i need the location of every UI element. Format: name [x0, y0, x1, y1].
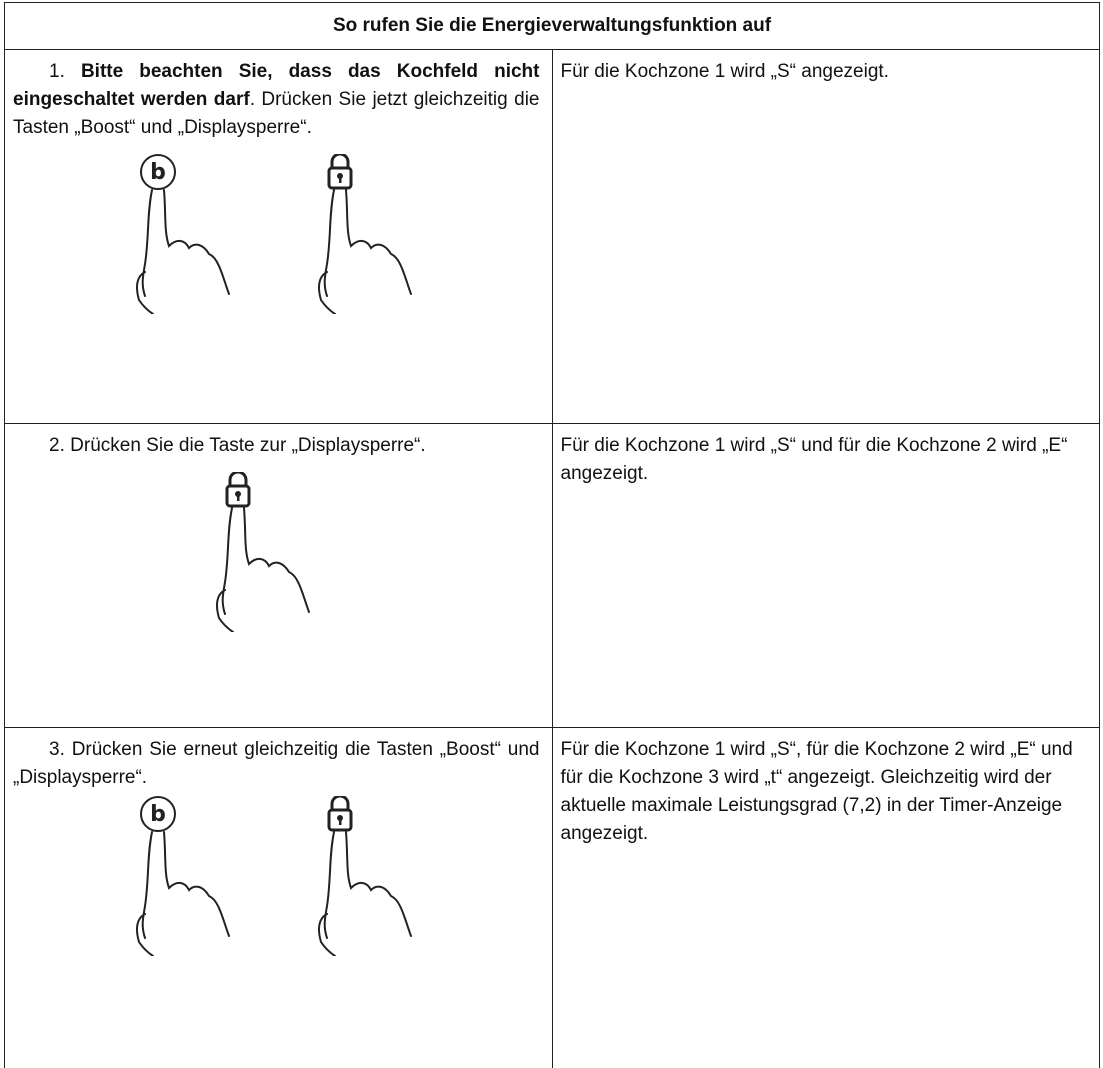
lock-icon [203, 472, 333, 632]
step-cell: 3. Drücken Sie erneut gleichzeitig die T… [4, 727, 553, 1068]
step-number: 2. [49, 435, 65, 456]
step-text: Drücken Sie die Taste zur „Displaysperre… [70, 435, 426, 456]
boost-icon [123, 154, 253, 314]
step-cell: 1. Bitte beachten Sie, dass das Kochfeld… [4, 49, 553, 424]
step-number: 1. [49, 61, 65, 82]
step-text: . Drücken Sie jetzt gleichzeitig die Tas… [13, 89, 540, 138]
table-title: So rufen Sie die Energieverwaltungsfunkt… [4, 2, 1100, 50]
step-text: Drücken Sie erneut gleichzeitig die Tast… [13, 739, 540, 788]
step-cell: 2. Drücken Sie die Taste zur „Displayspe… [4, 423, 553, 728]
step-number: 3. [49, 739, 65, 760]
icons [13, 154, 540, 314]
lock-icon [305, 796, 435, 956]
result-cell: Für die Kochzone 1 wird „S“ angezeigt. [551, 49, 1100, 424]
result-cell: Für die Kochzone 1 wird „S“ und für die … [551, 423, 1100, 728]
lock-icon [305, 154, 435, 314]
boost-icon [123, 796, 253, 956]
result-cell: Für die Kochzone 1 wird „S“, für die Koc… [551, 727, 1100, 1068]
table: So rufen Sie die Energieverwaltungsfunkt… [4, 2, 1100, 1068]
icons [13, 472, 540, 632]
step-bold: Bitte beachten Sie, dass das Kochfeld ni… [13, 61, 540, 110]
icons [13, 796, 540, 956]
